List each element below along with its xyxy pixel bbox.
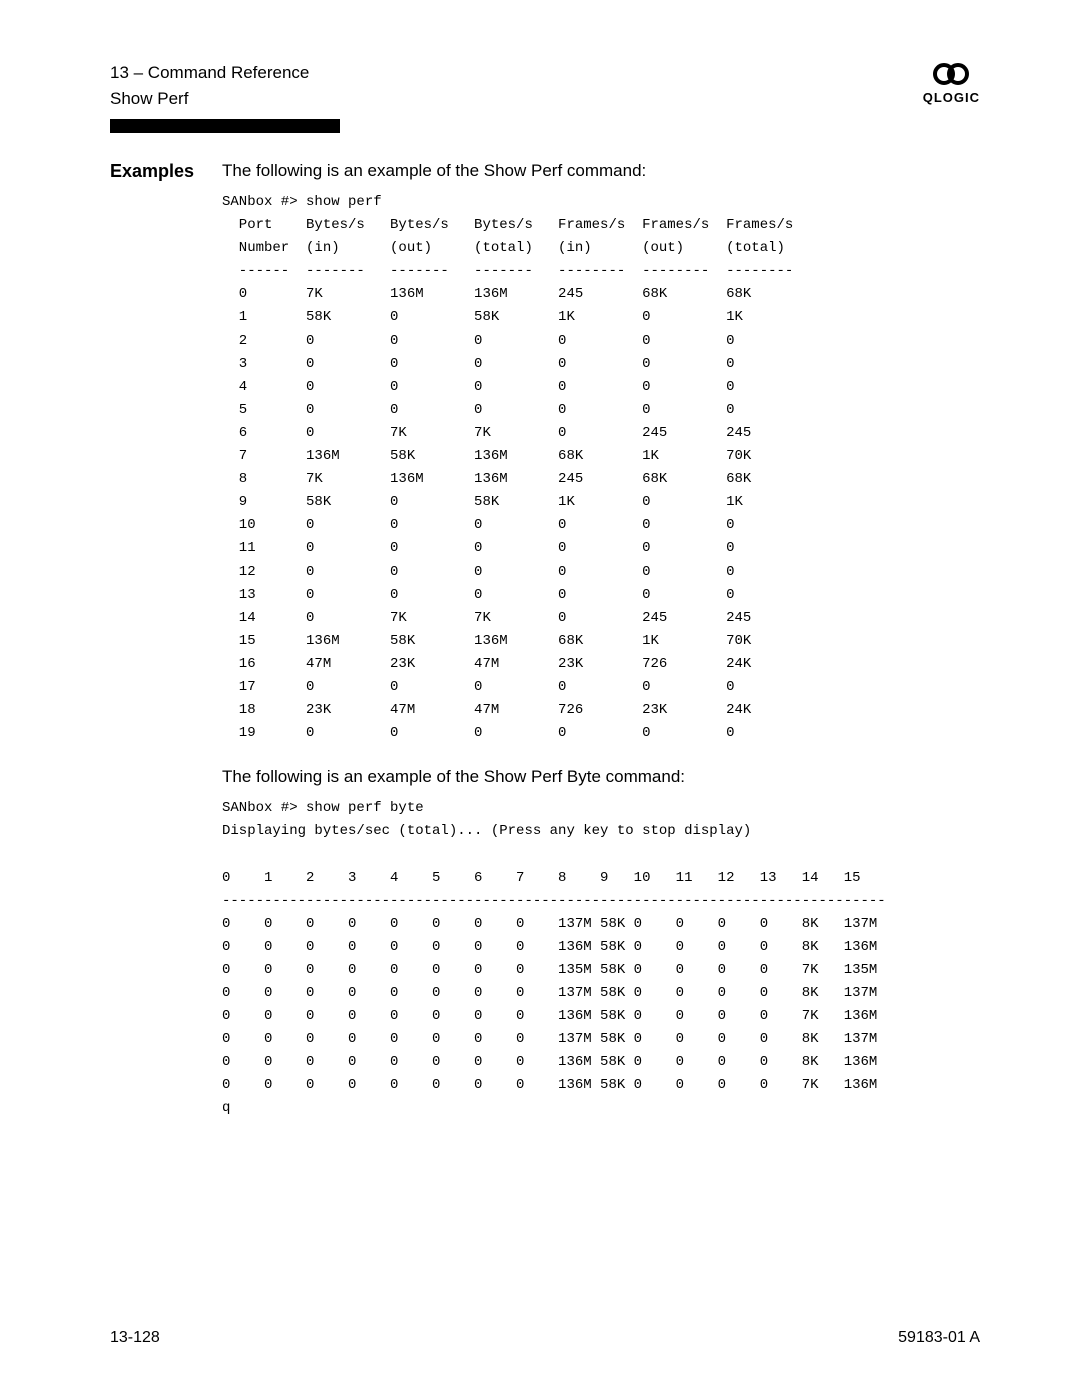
example-intro-2: The following is an example of the Show … (222, 767, 980, 787)
doc-id: 59183-01 A (898, 1329, 980, 1347)
brand-name: QLOGIC (923, 90, 980, 105)
brand-logo: QLOGIC (923, 60, 980, 105)
example-intro-1: The following is an example of the Show … (222, 161, 980, 181)
page-subtitle: Show Perf (110, 86, 309, 112)
header-bar (110, 119, 340, 133)
show-perf-byte-output: SANbox #> show perf byte Displaying byte… (222, 797, 980, 1120)
chapter-title: 13 – Command Reference (110, 60, 309, 86)
show-perf-output: SANbox #> show perf Port Bytes/s Bytes/s… (222, 191, 980, 745)
page-number: 13-128 (110, 1329, 160, 1347)
qlogic-icon (931, 60, 971, 88)
examples-label: Examples (110, 161, 200, 182)
